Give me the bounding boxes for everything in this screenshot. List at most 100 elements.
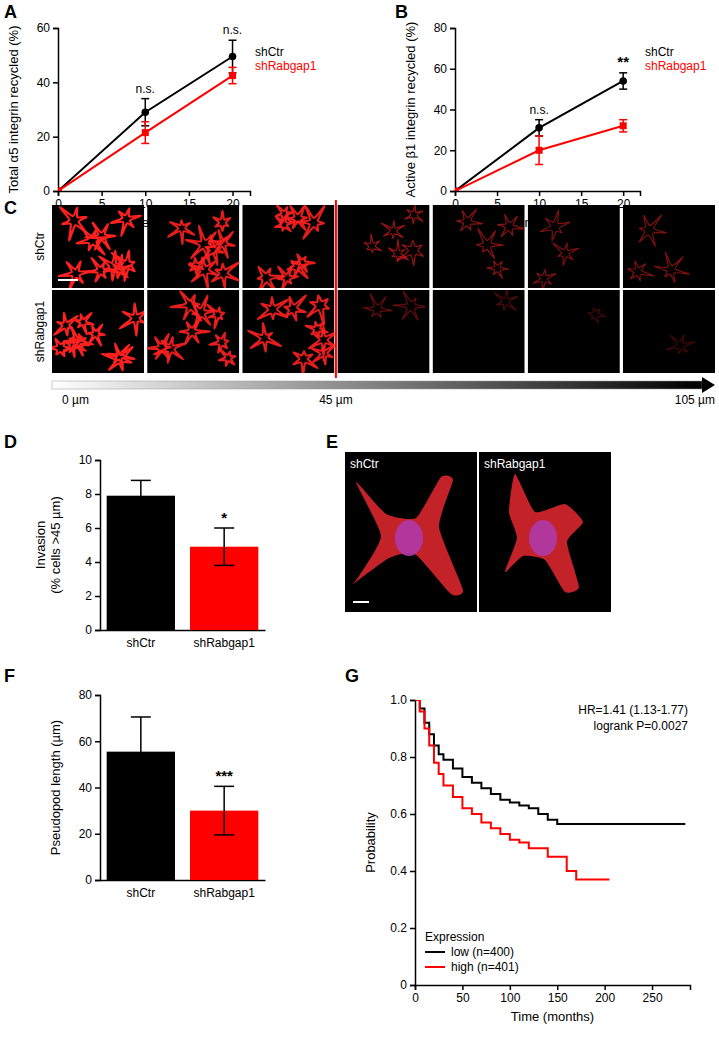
tick: 6: [85, 521, 100, 535]
cell: [404, 205, 423, 224]
tick-label: 20: [79, 827, 93, 841]
image-tile: [337, 290, 429, 373]
tick-label: 50: [456, 991, 470, 1005]
error-bar: [535, 120, 543, 136]
cell: [588, 308, 606, 323]
chart-panel: B05101520020406080Time in minActive β1 i…: [395, 2, 707, 230]
legend-title: Expression: [425, 930, 484, 944]
tick-label: 0.2: [390, 921, 407, 935]
y-axis-title: Total α5 integrin recycled (%): [6, 26, 21, 194]
image-panel: CshCtrshRabgap10 µm45 µm105 µm: [4, 198, 715, 407]
marker: [229, 53, 237, 61]
cell: [189, 257, 218, 288]
tick: shRabgap1: [193, 880, 255, 900]
row-label: shRabgap1: [33, 300, 47, 362]
tick-label: 100: [500, 991, 520, 1005]
cell: [289, 206, 307, 230]
annotation: n.s.: [529, 103, 548, 117]
tick-label: 40: [434, 103, 448, 117]
y-axis-title: (% cells >45 µm): [48, 496, 63, 593]
tick-mark: [232, 191, 234, 196]
tick-mark: [450, 28, 455, 30]
bar: [107, 496, 175, 630]
cell: [207, 305, 224, 329]
cell: [219, 349, 236, 366]
axis-line: [59, 192, 251, 197]
tick-label: shRabgap1: [193, 636, 255, 650]
tick-label: 40: [37, 76, 51, 90]
error-stem: [223, 528, 225, 565]
legend-swatch: [425, 951, 445, 953]
tick-mark: [410, 700, 415, 702]
tick-label: shRabgap1: [193, 886, 255, 900]
image-label: shCtr: [350, 457, 379, 471]
cell: [76, 230, 107, 255]
tick-mark: [95, 562, 100, 564]
tick-mark: [95, 834, 100, 836]
tick-label: 40: [79, 781, 93, 795]
tick-label: 10: [79, 453, 93, 467]
y-axis: 0204060: [37, 21, 59, 198]
tick-mark: [95, 880, 100, 882]
tick-label: 200: [595, 991, 615, 1005]
annotation: **: [617, 53, 629, 70]
tick-mark: [450, 150, 455, 152]
image-tile: [479, 452, 611, 612]
cell: [476, 228, 503, 258]
marker: [536, 147, 543, 154]
x-axis: shCtrshRabgap1: [101, 880, 266, 900]
tick: shCtr: [126, 630, 155, 650]
error-cap: [535, 135, 543, 137]
chart-panel: D0246810shCtrshRabgap1Invasion(% cells >…: [4, 432, 266, 650]
tick-label: 60: [79, 735, 93, 749]
image-label: shRabgap1: [484, 457, 546, 471]
cell: [287, 260, 308, 278]
y-axis-title: Invasion: [33, 521, 48, 569]
tick: shRabgap1: [193, 630, 255, 650]
legend-label: shCtr: [645, 45, 674, 59]
tick-mark: [652, 985, 654, 990]
cell: [99, 251, 128, 281]
error-cap: [535, 135, 543, 137]
image-tile: [147, 290, 239, 373]
cell: [107, 344, 135, 365]
cell: [553, 243, 579, 265]
tick-label: 0.8: [390, 750, 407, 764]
tick: 0: [412, 985, 419, 1005]
image-tile: [337, 205, 429, 288]
nucleus: [529, 520, 557, 556]
legend-label: shRabgap1: [255, 59, 317, 73]
image-background: [52, 290, 144, 373]
annotation: ***: [215, 767, 233, 784]
tick: 40: [79, 781, 100, 795]
error-cap: [229, 67, 237, 69]
cell: [393, 291, 426, 320]
annotation: *: [221, 509, 227, 526]
cell: [258, 297, 288, 319]
cell: [307, 295, 328, 325]
plot-area: [107, 717, 259, 880]
error-cap: [141, 121, 149, 123]
cell: [487, 261, 509, 279]
error-bar: [131, 480, 151, 511]
cell: [639, 215, 667, 246]
error-bar: [214, 786, 234, 835]
cell: [52, 339, 73, 357]
tick-label: 20: [37, 130, 51, 144]
y-axis-title: Probability: [363, 812, 378, 873]
plot-area: [455, 73, 627, 191]
error-stem: [140, 480, 142, 511]
error-cap: [229, 39, 237, 41]
scale-label: 45 µm: [319, 393, 353, 407]
tick: 0: [43, 184, 58, 198]
cell: [306, 322, 328, 336]
error-bar: [535, 136, 543, 165]
cell: [364, 234, 382, 253]
series-line: [58, 57, 233, 191]
tick-label: 0: [440, 184, 447, 198]
axis-line: [95, 696, 101, 881]
image-background: [242, 205, 334, 288]
image-tile: [242, 205, 334, 288]
error-cap: [214, 834, 234, 836]
image-tile: [242, 290, 334, 373]
